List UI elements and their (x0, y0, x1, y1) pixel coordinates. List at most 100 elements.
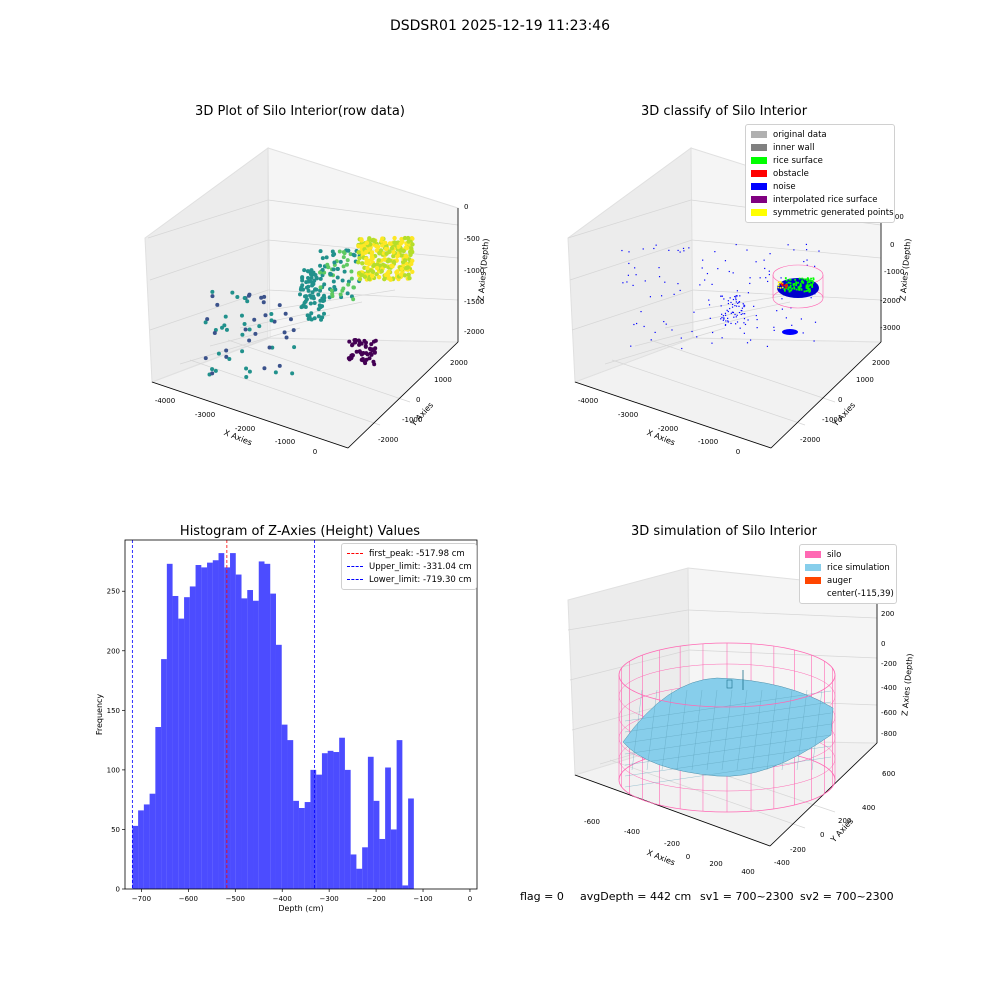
noise-point (731, 306, 734, 308)
noise-point (735, 243, 737, 246)
noise-point (793, 249, 795, 251)
y-tick-label: 2000 (450, 359, 468, 367)
noise-point (735, 297, 737, 299)
data-point (338, 292, 343, 297)
rice-surface-point (798, 286, 801, 289)
data-point (210, 371, 215, 376)
legend-label: symmetric generated points (773, 207, 894, 218)
data-point (387, 241, 393, 246)
data-point (367, 356, 372, 361)
noise-point (658, 276, 661, 278)
data-point (261, 300, 266, 305)
x-tick-label: -200 (664, 840, 680, 848)
data-point (383, 246, 389, 252)
histogram-bar (184, 597, 190, 889)
noise-point (650, 339, 652, 341)
grid-line (567, 199, 692, 239)
noise-point (727, 300, 729, 302)
noise-point (765, 277, 767, 279)
data-point (371, 238, 377, 243)
data-point (302, 268, 307, 273)
symmetric-point (777, 281, 780, 284)
data-point (318, 276, 323, 281)
y-tick-label: 0 (116, 886, 120, 894)
noise-point (805, 243, 808, 246)
histogram-bar (212, 560, 219, 889)
noise-point (722, 315, 725, 317)
legend-swatch (751, 183, 767, 190)
noise-point (723, 298, 725, 300)
noise-point (734, 295, 736, 298)
z-tick-label: -200 (881, 660, 897, 668)
x-axis-label: Depth (cm) (278, 904, 323, 913)
noise-point (640, 310, 642, 313)
data-point (347, 339, 352, 344)
y-tick-label: 100 (107, 766, 120, 774)
histogram-bar (408, 798, 414, 889)
noise-point (736, 290, 738, 292)
data-point (273, 370, 278, 375)
rice-surface-point (811, 286, 814, 288)
data-point (210, 294, 215, 299)
noise-point (767, 280, 769, 283)
noise-point (711, 283, 713, 285)
data-point (368, 351, 373, 356)
data-point (346, 279, 351, 284)
data-point (203, 320, 208, 325)
y-tick-label: 600 (882, 770, 895, 778)
z-tick-label: -2000 (880, 297, 900, 305)
data-point (345, 258, 350, 263)
data-point (326, 265, 331, 270)
y-tick-label: 50 (111, 826, 120, 834)
data-point (215, 302, 220, 307)
data-point (394, 270, 399, 275)
data-point (235, 294, 240, 299)
noise-point (787, 244, 789, 246)
data-point (383, 240, 388, 246)
histogram-title: Histogram of Z-Axies (Height) Values (179, 524, 421, 539)
noise-point (711, 342, 713, 344)
legend-label: rice surface (773, 155, 823, 166)
y-tick-label: 0 (838, 396, 842, 404)
rice-surface-point (784, 289, 786, 292)
mesh-line (781, 689, 793, 771)
rice-surface-point (806, 287, 809, 290)
rice-surface-point (789, 286, 791, 289)
data-point (374, 243, 379, 249)
x-tick-label: -4000 (155, 397, 175, 405)
mesh-line (796, 689, 808, 771)
data-point (380, 236, 385, 241)
data-point (259, 295, 264, 300)
auger (726, 679, 733, 689)
y-tick-label: 1000 (856, 376, 874, 384)
symmetric-point (777, 284, 780, 286)
noise-point (776, 310, 778, 312)
x-tick-label: -3000 (618, 411, 638, 419)
data-point (247, 327, 252, 332)
noise-point (627, 274, 629, 276)
histogram-bar (258, 561, 265, 889)
data-point (370, 347, 375, 352)
noise-point (677, 249, 679, 252)
data-point (240, 332, 245, 337)
data-point (269, 318, 274, 323)
data-point (291, 328, 296, 333)
data-point (341, 255, 346, 260)
rice-surface-point (807, 285, 810, 288)
data-point (301, 303, 306, 308)
rice-surface-point (797, 286, 800, 289)
data-point (314, 276, 319, 281)
histogram-bar (402, 885, 409, 889)
rice-surface-point (812, 281, 815, 284)
rice-surface-point (809, 290, 812, 292)
data-point (247, 369, 252, 374)
legend-label: interpolated rice surface (773, 194, 878, 205)
rice-surface-point (787, 281, 790, 284)
data-point (322, 298, 327, 303)
z-axis-label: Z Axies (Depth) (476, 238, 490, 301)
noise-point (763, 259, 765, 261)
noise-point (633, 323, 635, 326)
noise-point (671, 329, 673, 331)
legend-item: obstacle (751, 167, 889, 180)
data-point (213, 327, 218, 332)
